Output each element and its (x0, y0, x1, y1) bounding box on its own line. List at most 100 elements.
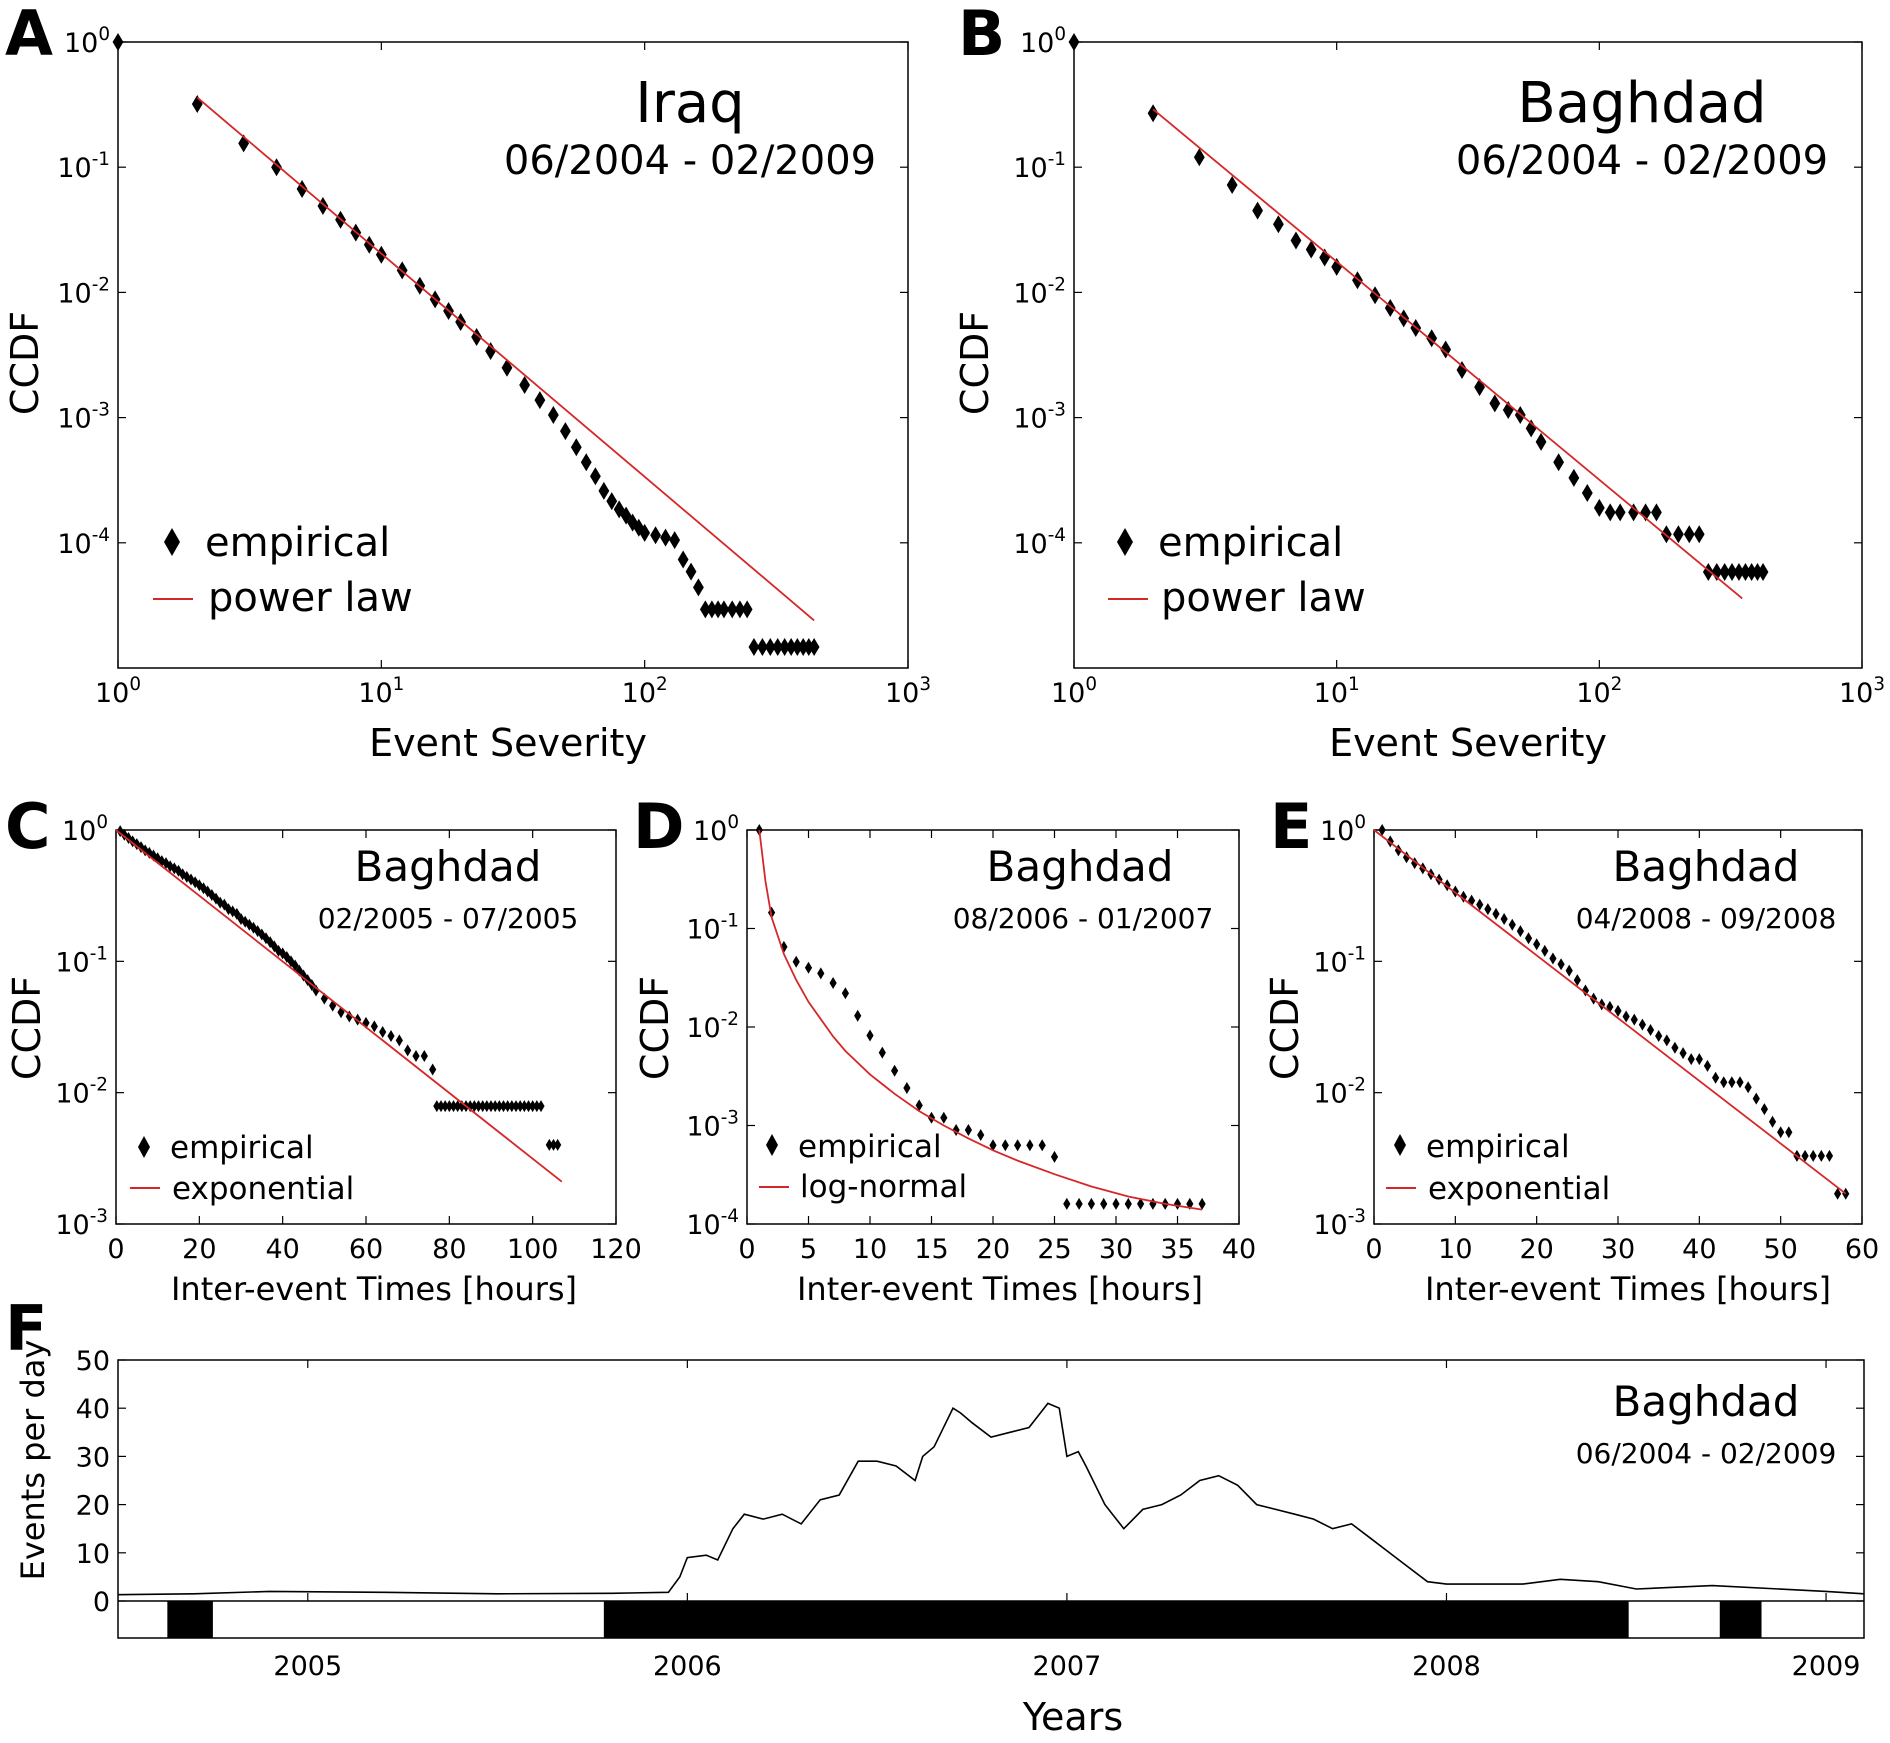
chart-title: Baghdad (1613, 842, 1800, 891)
data-point (606, 492, 618, 511)
data-marks (1373, 824, 1850, 1200)
data-point (1752, 563, 1763, 582)
x-tick-label: 101 (1314, 674, 1360, 709)
x-tick-label: 10 (1438, 1234, 1472, 1265)
data-point (537, 1100, 545, 1113)
y-tick-label: 100 (62, 812, 108, 847)
data-point (1733, 563, 1745, 582)
data-point (1476, 898, 1484, 911)
x-axis-label: Inter-event Times [hours] (797, 1270, 1203, 1308)
data-point (1834, 1187, 1842, 1200)
data-point (279, 947, 287, 960)
data-point (660, 528, 671, 547)
data-point (780, 940, 788, 953)
x-tick-label: 2009 (1792, 1651, 1861, 1682)
chart-subtitle: 08/2006 - 01/2007 (953, 902, 1214, 935)
legend-label-empirical: empirical (1426, 1129, 1570, 1165)
data-point (706, 600, 718, 619)
data-point (1026, 1139, 1034, 1152)
data-point (1137, 1197, 1145, 1210)
data-point (1524, 932, 1533, 945)
data-point (1568, 468, 1580, 487)
x-axis-label: Event Severity (1329, 721, 1607, 765)
data-point (291, 959, 299, 972)
data-point (1673, 525, 1684, 544)
data-point (1817, 1149, 1825, 1162)
y-tick-label: 50 (76, 1346, 110, 1377)
panel-d: 0 5 10 15 20 25 30 35 40 100 10-1 10-2 10-3 10-4 D Ba… (633, 790, 1256, 1308)
data-point (345, 1010, 353, 1023)
x-tick-label: 40 (1222, 1234, 1256, 1265)
data-point (512, 1100, 520, 1113)
data-point (1484, 903, 1492, 916)
data-point (1508, 918, 1516, 931)
data-point (685, 562, 697, 581)
x-tick-label: 80 (432, 1234, 466, 1265)
fit-line (758, 829, 1203, 1211)
data-point (891, 1064, 899, 1077)
data-point (1500, 913, 1508, 926)
phase-segment (1719, 1601, 1762, 1638)
data-marks (755, 824, 1206, 1211)
fit-line (1373, 829, 1847, 1195)
ticks: 100 101 102 103 100 10-1 10-2 10-3 10-4 (1013, 24, 1885, 709)
x-tick-label: 30 (1099, 1234, 1133, 1265)
data-point (370, 1020, 378, 1033)
panel-b: 100 101 102 103 100 10-1 10-2 10-3 10-4 B Baghda… (953, 0, 1885, 765)
legend-label-empirical: empirical (205, 520, 390, 566)
x-tick-label: 120 (590, 1234, 642, 1265)
data-point (1726, 563, 1738, 582)
x-tick-label: 103 (1839, 674, 1885, 709)
data-point (1001, 1139, 1009, 1152)
fit-line (115, 829, 563, 1183)
data-point (516, 1100, 524, 1113)
data-point (570, 438, 582, 457)
data-point (1687, 1053, 1695, 1066)
data-point (1628, 503, 1639, 522)
legend: empirical power law (153, 520, 413, 621)
legend: empirical exponential (1386, 1129, 1610, 1207)
data-point (479, 1100, 487, 1113)
data-point (1226, 176, 1238, 195)
data-point (1193, 148, 1205, 167)
data-point (191, 94, 203, 113)
data-point (989, 1139, 997, 1152)
data-point (1604, 503, 1616, 522)
data-point (508, 1100, 516, 1113)
data-point (903, 1082, 911, 1095)
legend-label-empirical: empirical (170, 1130, 314, 1166)
phase-segment (603, 1601, 1629, 1638)
legend-label-fit: exponential (172, 1171, 354, 1207)
legend-marker-empirical (766, 1134, 778, 1156)
data-point (487, 1100, 495, 1113)
x-tick-label: 10 (853, 1234, 887, 1265)
x-tick-label: 102 (622, 674, 668, 709)
panel-e: 0 10 20 30 40 50 60 100 10-1 10-2 10-3 E Baghdad 0… (1263, 790, 1879, 1308)
data-point (545, 1138, 553, 1151)
data-point (1663, 1034, 1671, 1047)
x-tick-label: 60 (1845, 1234, 1879, 1265)
y-tick-label: 20 (76, 1491, 110, 1522)
data-point (1736, 1076, 1744, 1089)
data-point (1638, 1018, 1646, 1031)
y-tick-label: 40 (76, 1394, 110, 1425)
data-point (1593, 498, 1605, 517)
data-point (757, 638, 768, 657)
legend: empirical exponential (130, 1130, 354, 1207)
data-point (1693, 525, 1705, 544)
data-point (1100, 1197, 1108, 1210)
data-point (1760, 1103, 1768, 1116)
y-axis-label: CCDF (3, 311, 47, 415)
data-point (363, 235, 375, 254)
data-point (677, 550, 689, 569)
data-point (964, 1124, 972, 1137)
y-axis-label: CCDF (1263, 976, 1307, 1080)
data-point (395, 1034, 403, 1047)
x-axis-label: Inter-event Times [hours] (1425, 1270, 1831, 1308)
legend-marker-empirical (164, 528, 180, 556)
x-axis-label: Inter-event Times [hours] (171, 1270, 577, 1308)
y-tick-label: 0 (93, 1587, 110, 1618)
y-tick-label: 10-1 (57, 149, 110, 184)
events-line (117, 1402, 1865, 1596)
data-point (1614, 1004, 1622, 1017)
